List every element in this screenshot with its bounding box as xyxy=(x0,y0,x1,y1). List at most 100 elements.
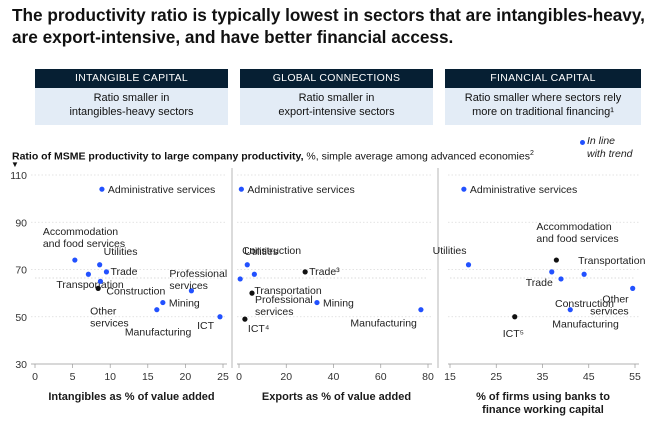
x-tick-label: 15 xyxy=(444,371,456,383)
data-point xyxy=(630,285,636,291)
x-tick-label: 0 xyxy=(236,371,242,383)
data-point xyxy=(154,307,160,313)
data-point xyxy=(188,288,195,294)
data-label: Transportation xyxy=(254,285,321,297)
data-point xyxy=(251,271,257,277)
x-tick-label: 25 xyxy=(217,371,229,383)
data-label: Administrative services xyxy=(247,184,354,196)
data-point xyxy=(97,278,104,284)
data-label: Utilities xyxy=(244,246,278,258)
x-tick-label: 20 xyxy=(280,371,292,383)
data-label: Manufacturing xyxy=(350,318,417,330)
data-point xyxy=(461,186,467,192)
data-label: Professional xyxy=(255,294,313,306)
x-axis-title-2: Exports as % of value added xyxy=(261,391,412,403)
y-axis-title-bold: Ratio of MSME productivity to large comp… xyxy=(12,150,304,163)
data-label: ICT xyxy=(197,320,215,332)
data-label: services xyxy=(90,317,129,329)
data-label: and food services xyxy=(43,238,125,250)
data-point xyxy=(512,314,518,320)
data-point xyxy=(553,257,559,263)
column-header-intangible: INTANGIBLE CAPITAL xyxy=(35,69,228,88)
data-label: Accommodation xyxy=(43,226,118,238)
y-tick-label: 70 xyxy=(15,265,27,277)
data-label: services xyxy=(255,306,294,318)
trend-legend-label: In line with trend xyxy=(587,135,647,161)
column-note-global: Ratio smaller in export-intensive sector… xyxy=(240,88,433,125)
x-tick-label: 55 xyxy=(629,371,641,383)
data-point xyxy=(249,290,255,296)
data-label: Trade³ xyxy=(309,266,340,278)
column-note-line: more on traditional financing¹ xyxy=(472,105,614,118)
column-note-line: Ratio smaller in xyxy=(93,92,170,104)
column-note-line: Ratio smaller where sectors rely xyxy=(464,92,622,104)
data-point xyxy=(160,299,166,306)
trend-legend-line: In line xyxy=(587,135,616,147)
y-tick-label: 50 xyxy=(15,312,27,324)
data-point xyxy=(314,299,320,306)
column-note-line: Ratio smaller in xyxy=(298,92,375,104)
data-point xyxy=(567,307,573,313)
trend-legend-dot xyxy=(580,140,585,145)
column-header-global: GLOBAL CONNECTIONS xyxy=(240,69,433,88)
data-label: Other xyxy=(90,305,117,317)
data-point xyxy=(72,257,78,263)
y-axis-title: Ratio of MSME productivity to large comp… xyxy=(12,150,534,163)
data-label: Trade xyxy=(526,277,553,289)
headline: The productivity ratio is typically lowe… xyxy=(12,5,645,47)
x-axis-title-3: % of firms using banks to finance workin… xyxy=(476,391,610,416)
column-note-line: export-intensive sectors xyxy=(278,105,395,118)
data-label: and food services xyxy=(536,233,618,245)
data-point xyxy=(549,269,555,275)
data-label: ICT⁵ xyxy=(503,328,524,340)
data-label: Manufacturing xyxy=(552,319,619,331)
x-tick-label: 20 xyxy=(180,371,192,383)
data-point xyxy=(302,269,308,275)
data-point xyxy=(237,276,243,282)
trend-legend-line: with trend xyxy=(587,148,633,160)
data-label: ICT⁴ xyxy=(248,323,269,335)
x-tick-label: 40 xyxy=(328,371,340,383)
y-axis-title-footnote: 2 xyxy=(529,150,534,157)
x-tick-label: 80 xyxy=(422,371,434,383)
x-axis-title-1: Intangibles as % of value added xyxy=(48,391,215,403)
data-point xyxy=(103,269,110,275)
data-label: Construction xyxy=(242,245,301,257)
x-tick-label: 25 xyxy=(490,371,502,383)
x-tick-label: 60 xyxy=(375,371,387,383)
column-note-line: intangibles-heavy sectors xyxy=(69,105,194,118)
data-point xyxy=(217,314,223,320)
y-tick-label: 90 xyxy=(15,217,27,229)
x-tick-label: 5 xyxy=(70,371,76,383)
data-label: Professional xyxy=(169,268,227,280)
x-tick-label: 45 xyxy=(583,371,595,383)
data-point xyxy=(418,307,424,313)
data-label: Construction xyxy=(106,285,165,297)
x-tick-label: 15 xyxy=(142,371,154,383)
data-label: Mining xyxy=(323,298,354,310)
data-point xyxy=(244,262,250,268)
data-label: Transportation xyxy=(56,279,123,291)
column-header-financial: FINANCIAL CAPITAL xyxy=(445,69,641,88)
data-point xyxy=(85,271,91,277)
data-point xyxy=(97,262,103,268)
column-note-intangible: Ratio smaller in intangibles-heavy secto… xyxy=(35,88,228,125)
x-tick-label: 0 xyxy=(32,371,38,383)
data-point xyxy=(238,186,244,192)
data-label: Accommodation xyxy=(536,221,611,233)
data-point xyxy=(581,271,587,277)
data-label: Administrative services xyxy=(470,184,577,196)
data-label: Administrative services xyxy=(108,184,215,196)
data-label: Mining xyxy=(169,298,200,310)
data-label: services xyxy=(590,305,629,317)
data-label: Utilities xyxy=(104,246,138,258)
data-point xyxy=(99,186,105,192)
data-point xyxy=(242,316,248,322)
y-tick-label: 30 xyxy=(15,359,27,371)
data-label: Manufacturing xyxy=(125,327,192,339)
data-point xyxy=(465,262,472,268)
data-point xyxy=(558,276,564,282)
y-tick-label: 110 xyxy=(10,170,27,182)
data-label: Utilities xyxy=(433,245,467,257)
